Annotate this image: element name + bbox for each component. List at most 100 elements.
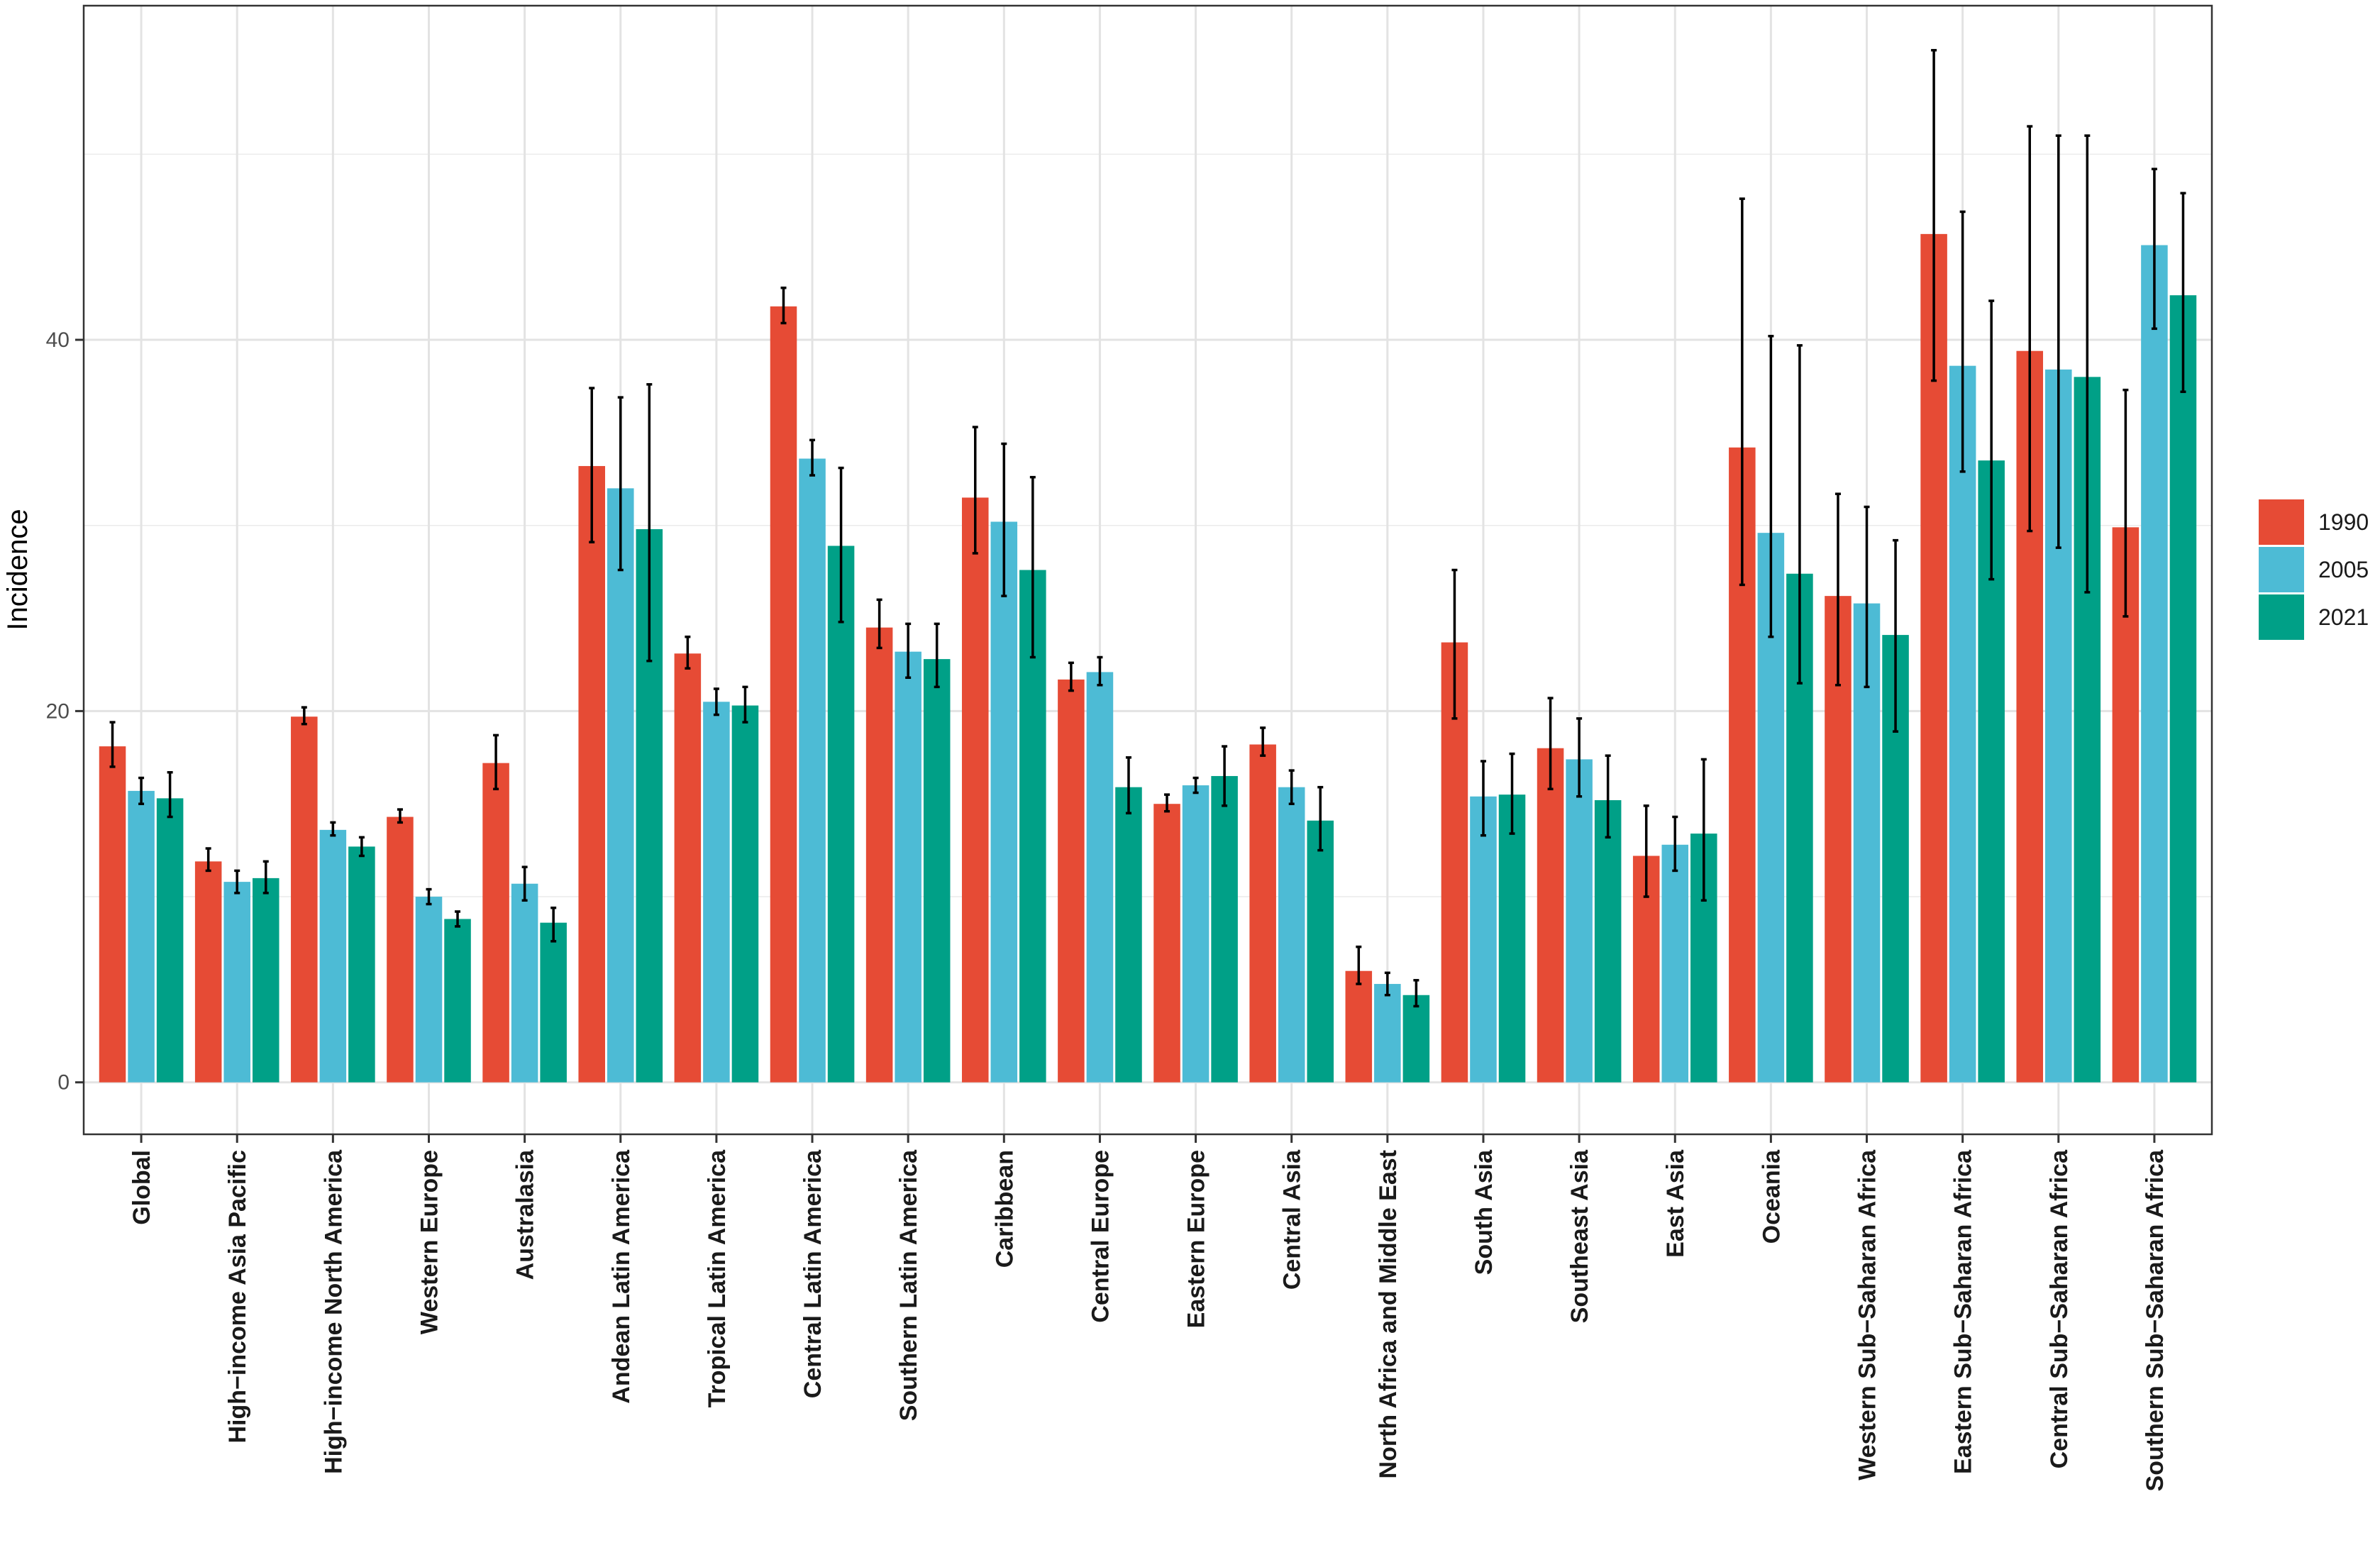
error-bar-2021-1: [262, 860, 269, 895]
bar-2021-0: [156, 798, 184, 1083]
bar-2005-5: [607, 488, 634, 1083]
bar-2021-1: [252, 878, 279, 1083]
error-bar-1990-13: [1356, 945, 1362, 985]
bar-1990-3: [387, 816, 414, 1083]
x-tick-label: Central Europe: [1087, 1150, 1114, 1323]
bar-1990-12: [1249, 744, 1276, 1083]
x-tick-label: Western Sub−Saharan Africa: [1854, 1149, 1881, 1480]
bar-2021-7: [827, 546, 855, 1083]
error-bar-1990-19: [1931, 49, 1937, 382]
error-bar-1990-17: [1739, 197, 1745, 587]
error-bar-2021-2: [358, 836, 365, 858]
y-tick-label: 0: [57, 1071, 70, 1095]
bar-2021-15: [1594, 799, 1622, 1083]
x-tick-label: High−income North America: [320, 1149, 347, 1474]
x-tick-label: Tropical Latin America: [704, 1149, 731, 1407]
error-bar-2005-15: [1576, 717, 1583, 798]
bar-1990-5: [578, 465, 605, 1083]
bar-1990-4: [482, 763, 509, 1083]
bar-1990-7: [770, 306, 797, 1083]
legend-label-2005: 2005: [2318, 557, 2369, 582]
y-tick-label: 20: [46, 699, 70, 723]
error-bar-1990-8: [876, 598, 882, 650]
error-bar-2021-19: [1988, 299, 1995, 581]
error-bar-2005-13: [1384, 971, 1390, 997]
bar-2005-14: [1470, 796, 1497, 1083]
error-bar-2021-14: [1509, 752, 1515, 835]
x-tick-label: Central Asia: [1279, 1149, 1306, 1290]
bar-2005-10: [1086, 672, 1114, 1083]
bar-1990-2: [291, 716, 318, 1083]
error-bar-1990-6: [685, 635, 691, 670]
legend-key-1990: [2259, 499, 2304, 545]
error-bar-2021-8: [934, 622, 940, 689]
bar-2005-2: [319, 829, 347, 1083]
error-bar-1990-3: [397, 808, 403, 824]
x-tick-label: Eastern Europe: [1183, 1150, 1210, 1328]
error-bar-2021-13: [1413, 979, 1419, 1008]
x-tick-label: Oceania: [1758, 1149, 1785, 1244]
bar-2021-3: [444, 919, 471, 1083]
bar-1990-8: [865, 627, 893, 1083]
error-bar-2005-9: [1001, 442, 1007, 597]
bar-2021-10: [1115, 787, 1142, 1083]
legend-key-2005: [2259, 547, 2304, 592]
bar-1990-0: [99, 746, 126, 1083]
error-bar-2005-4: [521, 865, 528, 902]
x-tick-label: North Africa and Middle East: [1375, 1150, 1402, 1478]
x-tick-label: High−income Asia Pacific: [224, 1150, 251, 1444]
error-bar-2005-16: [1672, 815, 1678, 873]
error-bar-2005-11: [1192, 776, 1199, 795]
bar-1990-6: [674, 653, 702, 1083]
bar-2005-3: [415, 897, 443, 1083]
bar-2005-1: [223, 882, 250, 1083]
error-bar-1990-4: [493, 734, 499, 791]
error-bar-2005-6: [713, 687, 719, 716]
error-bar-2021-17: [1796, 344, 1803, 685]
error-bar-2005-3: [426, 887, 432, 906]
error-bar-2005-17: [1768, 335, 1774, 638]
error-bar-2005-19: [1959, 210, 1966, 473]
bar-2021-2: [348, 846, 375, 1083]
error-bar-2005-5: [617, 396, 624, 572]
error-bar-1990-21: [2122, 388, 2129, 618]
y-axis: 0 20 40: [46, 328, 84, 1095]
y-axis-title: Incidence: [2, 509, 33, 630]
error-bar-2005-14: [1480, 760, 1486, 837]
bar-2005-6: [703, 702, 730, 1083]
bar-2005-4: [511, 883, 538, 1083]
plot-panel-border: [82, 4, 2213, 1136]
error-bar-2021-6: [742, 685, 748, 724]
x-tick-label: Global: [128, 1150, 155, 1225]
bar-2005-8: [895, 651, 921, 1083]
bar-2005-15: [1566, 759, 1593, 1083]
error-bar-2005-1: [234, 869, 240, 895]
bar-1990-11: [1153, 804, 1180, 1083]
error-bar-2021-18: [1893, 538, 1899, 733]
bar-2021-8: [923, 659, 951, 1083]
error-bars: [109, 49, 2186, 1008]
bar-2005-9: [990, 521, 1018, 1083]
error-bar-1990-11: [1164, 793, 1170, 813]
legend-label-1990: 1990: [2318, 509, 2369, 535]
error-bar-2005-20: [2055, 134, 2061, 549]
error-bar-2005-10: [1097, 655, 1103, 687]
y-tick-label: 40: [46, 328, 70, 352]
bar-2005-11: [1182, 785, 1210, 1083]
error-bar-2021-9: [1029, 475, 1036, 659]
error-bar-2021-12: [1317, 785, 1324, 852]
error-bar-2005-7: [809, 438, 816, 477]
error-bar-2005-2: [330, 821, 336, 837]
bar-2005-7: [799, 458, 826, 1083]
bar-2005-0: [128, 790, 155, 1083]
bar-1990-9: [961, 497, 989, 1083]
x-tick-label: Caribbean: [991, 1150, 1018, 1268]
bar-2021-21: [2169, 295, 2197, 1083]
error-bar-2005-18: [1864, 505, 1870, 689]
error-bar-1990-15: [1547, 697, 1554, 791]
bar-2005-16: [1661, 844, 1689, 1083]
legend-label-2021: 2021: [2318, 604, 2369, 630]
bar-2005-12: [1278, 787, 1305, 1083]
bar-1990-13: [1345, 970, 1373, 1083]
error-bar-2021-20: [2084, 134, 2091, 594]
